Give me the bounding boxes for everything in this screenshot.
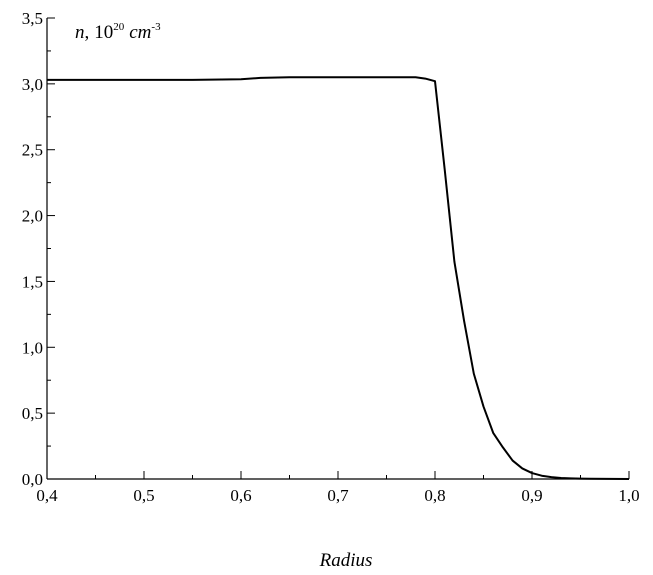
y-axis-base: 10 xyxy=(94,22,113,43)
x-tick-label: 0,7 xyxy=(327,486,349,505)
x-axis-label: Radius xyxy=(319,550,373,571)
y-tick-label: 2,5 xyxy=(22,141,43,160)
x-tick-label: 0,9 xyxy=(521,486,542,505)
x-tick-label: 0,8 xyxy=(424,486,445,505)
y-axis-unit: cm xyxy=(129,22,151,43)
y-tick-label: 1,0 xyxy=(22,338,43,357)
y-tick-label: 3,0 xyxy=(22,75,43,94)
y-tick-label: 1,5 xyxy=(22,272,43,291)
y-axis-label: n, 1020 cm-3 xyxy=(75,21,161,43)
data-line-series-1 xyxy=(47,76,630,480)
y-tick-labels: 0,0 0,5 1,0 1,5 2,0 2,5 3,0 3,5 xyxy=(22,9,43,489)
x-tick-labels: 0,4 0,5 0,6 0,7 0,8 0,9 1,0 xyxy=(36,486,639,505)
x-tick-label: 0,4 xyxy=(36,486,58,505)
y-axis-variable: n xyxy=(75,22,85,43)
axes xyxy=(46,18,629,480)
y-axis-exponent: 20 xyxy=(113,21,125,33)
y-tick-label: 0,5 xyxy=(22,404,43,423)
x-tick-label: 1,0 xyxy=(618,486,639,505)
y-axis-separator: , xyxy=(85,22,90,43)
x-tick-label: 0,5 xyxy=(133,486,154,505)
series-group xyxy=(47,76,630,480)
y-axis-unit-exponent: -3 xyxy=(151,21,161,33)
y-tick-label: 2,0 xyxy=(22,207,43,226)
x-tick-label: 0,6 xyxy=(230,486,251,505)
y-tick-label: 3,5 xyxy=(22,9,43,28)
tick-marks xyxy=(46,17,630,480)
y-tick-label: 0,0 xyxy=(22,470,43,489)
